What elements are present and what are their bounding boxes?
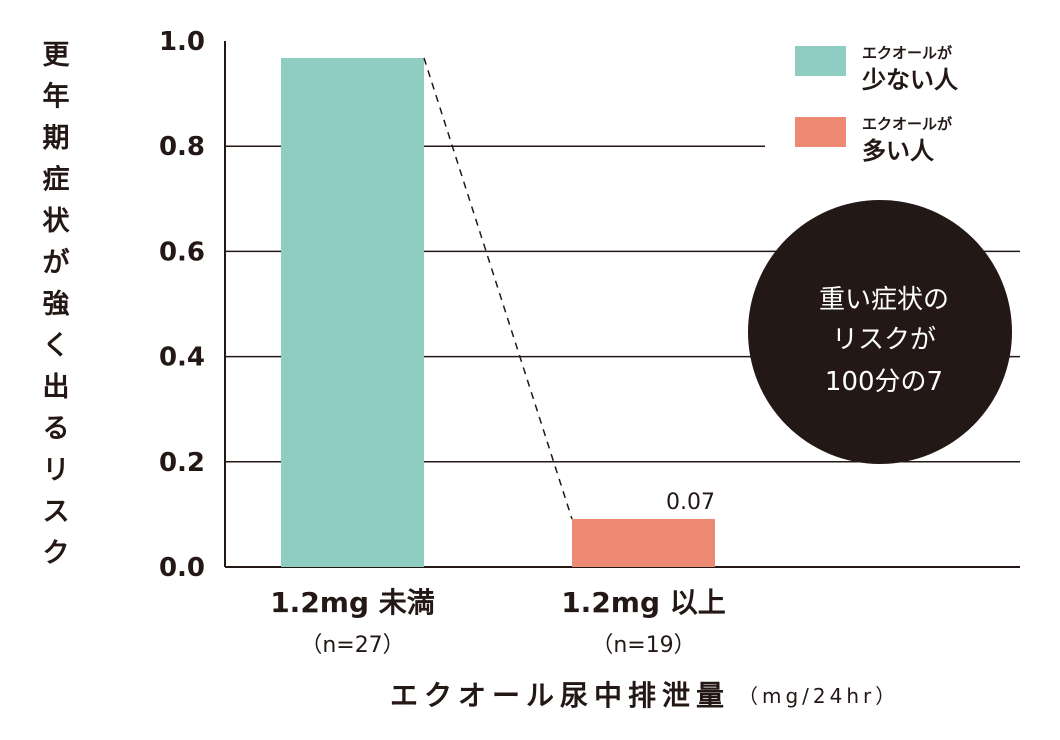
dashed-connector bbox=[423, 57, 573, 520]
bar-1 bbox=[281, 58, 424, 567]
legend-label-small: エクオールが bbox=[862, 44, 953, 62]
sample-size-label: （n=27） bbox=[300, 633, 404, 658]
y-tick-label: 0.4 bbox=[159, 343, 205, 373]
legend-swatch bbox=[795, 117, 846, 147]
legend-label-large: 少ない人 bbox=[861, 66, 958, 94]
x-tick-label: 1.2mg 未満 bbox=[270, 586, 435, 619]
y-tick-label: 0.6 bbox=[159, 237, 205, 267]
bar-2 bbox=[572, 519, 715, 567]
sample-size-label: （n=19） bbox=[591, 633, 695, 658]
x-axis-title: エクオール尿中排泄量 bbox=[390, 679, 730, 712]
legend-label-large: 多い人 bbox=[862, 137, 934, 165]
x-axis-unit: （mg/24hr） bbox=[738, 684, 899, 708]
legend-label-small: エクオールが bbox=[862, 115, 953, 133]
y-tick-label: 1.0 bbox=[159, 27, 205, 57]
legend-swatch bbox=[795, 46, 846, 76]
y-tick-label: 0.8 bbox=[159, 132, 205, 162]
y-tick-label: 0.0 bbox=[159, 553, 205, 583]
annotation-text: 100分の7 bbox=[825, 367, 943, 397]
x-tick-label: 1.2mg 以上 bbox=[561, 586, 726, 619]
annotation-text: 重い症状の bbox=[819, 285, 949, 315]
y-axis-title: 更年期症状が強く出るリスク bbox=[43, 40, 71, 569]
y-tick-label: 0.2 bbox=[159, 448, 205, 478]
annotation-text: リスクが bbox=[832, 325, 936, 355]
annotation-badge-circle bbox=[748, 200, 1012, 464]
data-label: 0.07 bbox=[666, 490, 715, 515]
